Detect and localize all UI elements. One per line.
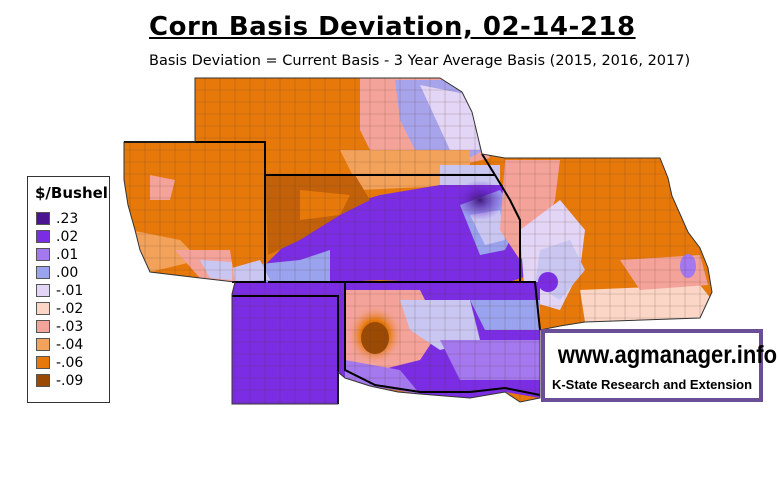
legend-swatch [36, 212, 50, 225]
brand-org: K-State Research and Extension [551, 377, 753, 392]
legend-swatch [36, 320, 50, 333]
legend-swatch [36, 284, 50, 297]
legend-label: -.06 [56, 355, 84, 371]
region-outline [123, 77, 713, 405]
state-borders [124, 141, 541, 404]
legend-label: .00 [56, 265, 79, 281]
legend-label: -.03 [56, 319, 84, 335]
brand-url: www.agmanager.info [557, 341, 778, 369]
legend-swatch [36, 266, 50, 279]
legend-title: $/Bushel [35, 184, 108, 202]
agmanager-logo[interactable]: www.agmanager.info K-State Research and … [541, 329, 778, 402]
legend-label: -.02 [56, 301, 84, 317]
legend-swatch [36, 374, 50, 387]
legend: $/Bushel .23 .02 .01 .00 -.01 -.02 -.03 … [27, 176, 110, 403]
legend-label: -.01 [56, 283, 84, 299]
legend-label: .23 [56, 211, 79, 227]
legend-swatch [36, 248, 50, 261]
map-subtitle: Basis Deviation = Current Basis - 3 Year… [149, 53, 691, 69]
legend-swatch [36, 356, 50, 369]
legend-swatch [36, 230, 50, 243]
legend-label: -.04 [56, 337, 84, 353]
map-title: Corn Basis Deviation, 02-14-218 [149, 12, 636, 42]
legend-swatch [36, 302, 50, 315]
legend-label: -.09 [56, 373, 84, 389]
legend-label: .02 [56, 229, 79, 245]
legend-swatch [36, 338, 50, 351]
legend-label: .01 [56, 247, 79, 263]
